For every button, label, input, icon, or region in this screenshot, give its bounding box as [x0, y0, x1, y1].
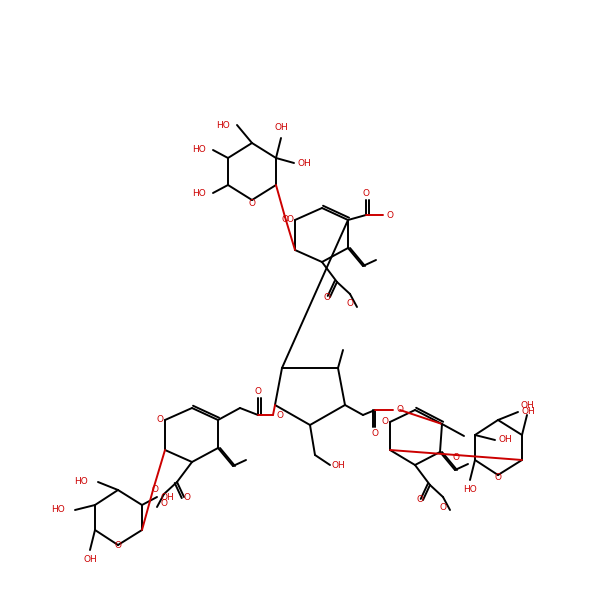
Text: HO: HO: [51, 505, 65, 514]
Text: HO: HO: [74, 478, 88, 487]
Text: O: O: [254, 388, 262, 397]
Text: O: O: [161, 499, 167, 509]
Text: O: O: [277, 410, 284, 419]
Text: O: O: [382, 418, 389, 427]
Text: O: O: [287, 215, 293, 224]
Text: O: O: [439, 503, 446, 511]
Text: O: O: [371, 428, 379, 437]
Text: O: O: [397, 406, 404, 415]
Text: HO: HO: [192, 145, 206, 154]
Text: OH: OH: [521, 407, 535, 416]
Text: O: O: [416, 496, 424, 505]
Text: O: O: [386, 211, 394, 220]
Text: O: O: [248, 199, 256, 208]
Text: O: O: [494, 473, 502, 482]
Text: O: O: [323, 292, 331, 301]
Text: O: O: [452, 452, 460, 461]
Text: OH: OH: [83, 556, 97, 565]
Text: O: O: [151, 485, 158, 494]
Text: O: O: [362, 190, 370, 199]
Text: HO: HO: [463, 485, 477, 494]
Text: OH: OH: [297, 158, 311, 167]
Text: O: O: [281, 214, 289, 223]
Text: OH: OH: [160, 493, 174, 502]
Text: HO: HO: [192, 188, 206, 197]
Text: HO: HO: [216, 121, 230, 130]
Text: OH: OH: [274, 124, 288, 133]
Text: O: O: [347, 299, 353, 308]
Text: O: O: [115, 541, 121, 550]
Text: O: O: [184, 493, 191, 502]
Text: O: O: [157, 415, 163, 425]
Text: OH: OH: [520, 401, 534, 409]
Text: OH: OH: [498, 436, 512, 445]
Text: OH: OH: [331, 461, 345, 469]
